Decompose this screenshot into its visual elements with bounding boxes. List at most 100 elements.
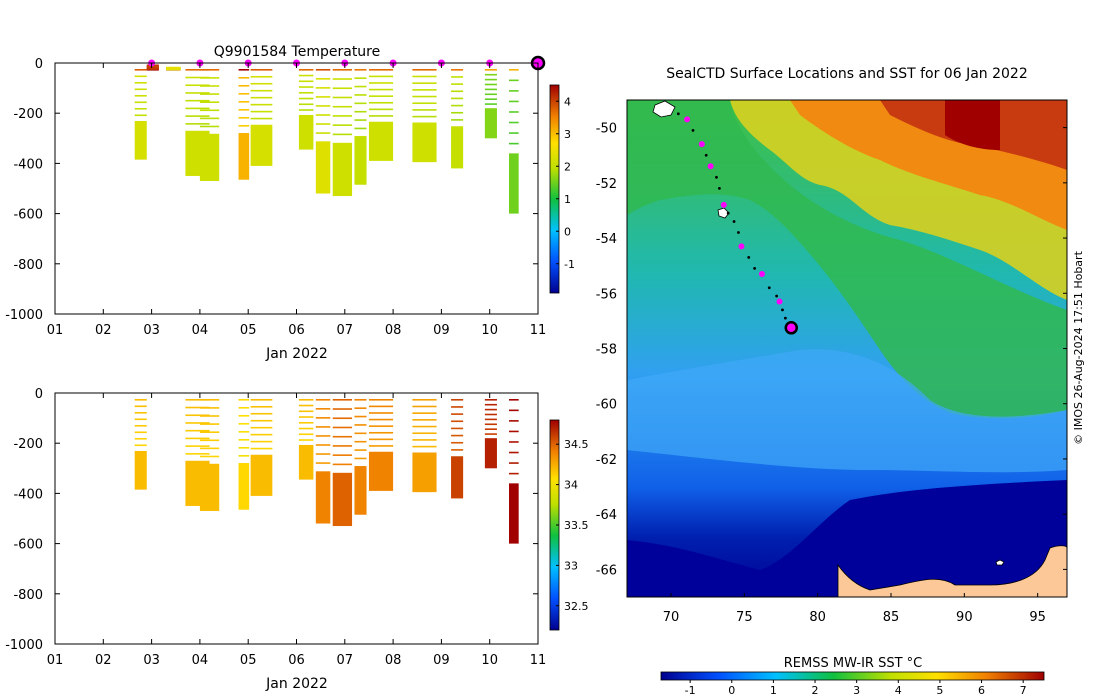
profile-6 — [250, 69, 273, 166]
profile-layer — [332, 463, 353, 466]
colorbar-tick-label: 4 — [564, 95, 571, 108]
profile-layer — [238, 109, 250, 111]
profile-layer — [315, 462, 331, 464]
temperature-colorbar-ticks: 4 3 2 1 0 -1 — [556, 95, 575, 271]
map-colorbar — [660, 671, 1045, 681]
profile-layer — [412, 419, 437, 421]
x-tick-label: 06 — [288, 653, 305, 668]
profile-layer — [199, 407, 220, 409]
track-point — [737, 231, 740, 234]
profile-layer — [238, 399, 250, 401]
profile-layer — [134, 88, 147, 91]
y-tick-label: -800 — [13, 588, 43, 603]
salinity-panel: 0-200-400-600-800-1000 01 02 03 04 05 06 07 08 0… — [5, 387, 588, 692]
profile-layer — [412, 405, 437, 408]
profile-layer — [134, 444, 147, 447]
profile-layer — [199, 93, 220, 95]
sst-field — [627, 100, 1067, 597]
colorbar-tick-label: 1 — [564, 193, 571, 206]
profile-layer — [185, 92, 210, 94]
profile-body — [368, 121, 394, 161]
profile-layer — [199, 85, 220, 87]
profile-layer — [451, 83, 464, 85]
profile-layer — [250, 440, 273, 443]
profile-layer — [298, 416, 314, 418]
profile-layer — [238, 455, 250, 457]
profile-layer — [134, 69, 147, 71]
profile-layer — [451, 119, 464, 121]
track-point — [732, 220, 736, 223]
profile-layer — [298, 410, 314, 413]
profile-body — [298, 114, 314, 150]
y-tick-label: -200 — [13, 107, 43, 122]
lon-tick-label: 75 — [736, 610, 753, 625]
track-point — [767, 286, 771, 290]
profile-layer — [134, 94, 147, 97]
profile-layer — [451, 420, 464, 423]
profile-layer — [484, 433, 497, 435]
profile-layer — [484, 413, 497, 416]
profile-layer — [509, 100, 519, 103]
lat-tick-label: -52 — [596, 177, 617, 192]
profile-layer — [238, 77, 250, 79]
lat-tick-label: -64 — [596, 508, 617, 523]
lon-tick-label: 85 — [883, 610, 900, 625]
profile-layer — [298, 399, 314, 401]
lat-tick-label: -50 — [596, 122, 617, 137]
profile-layer — [315, 105, 331, 107]
profile-13 — [451, 69, 464, 169]
lon-tick-label: 90 — [956, 610, 973, 625]
map-colorbar-label: REMSS MW-IR SST °C — [784, 656, 923, 671]
x-tick-label: 10 — [481, 323, 498, 338]
profile-layer — [509, 111, 519, 113]
profile-layer — [134, 81, 147, 84]
profile-layer — [509, 472, 519, 475]
profile-layer — [238, 447, 250, 449]
x-tick-label: 11 — [530, 323, 547, 338]
track-point — [781, 308, 784, 312]
profile-layer — [332, 445, 353, 447]
profile-layer — [185, 115, 210, 117]
profile-layer — [509, 90, 519, 92]
profile-layer — [250, 399, 273, 401]
map-colorbar-tick-label: 2 — [812, 684, 819, 697]
profile-body — [509, 483, 519, 544]
profile-layer — [315, 132, 331, 134]
profile-layer — [354, 110, 367, 113]
track-point — [726, 211, 730, 215]
profile-layer — [332, 124, 353, 126]
profile-body — [238, 133, 250, 180]
profile-layer — [451, 434, 464, 437]
profile-layer — [484, 73, 497, 76]
profile-layer — [412, 75, 437, 78]
profile-layer — [332, 454, 353, 456]
profile-layer — [185, 123, 210, 125]
y-tick-label: 0 — [35, 387, 43, 402]
colorbar-tick-label: 2 — [564, 160, 571, 173]
profile-layer — [368, 399, 394, 401]
profile-layer — [484, 88, 497, 91]
colorbar-tick-label: 34 — [564, 479, 578, 492]
profile-layer — [238, 85, 250, 87]
temperature-colorbar — [549, 84, 560, 294]
profile-layer — [412, 425, 437, 428]
profile-layer — [315, 78, 331, 80]
x-tick-label: 02 — [95, 653, 112, 668]
current-position-marker — [784, 321, 799, 335]
profile-layer — [250, 75, 273, 78]
profile-12 — [484, 399, 497, 469]
map-latitude-ticks: -50 -52 -54 -56 -58 -60 -62 -64 -66 — [596, 122, 1067, 578]
temperature-profiles — [134, 64, 519, 214]
profile-layer — [298, 439, 314, 441]
profile-layer — [509, 79, 519, 82]
profile-layer — [315, 444, 331, 446]
profile-layer — [451, 69, 464, 71]
profile-layer — [509, 399, 519, 401]
profile-layer — [354, 407, 367, 409]
profile-layer — [250, 433, 273, 436]
profile-body — [199, 463, 220, 511]
profile-body — [166, 66, 181, 70]
map-longitude-ticks: 70 75 80 85 90 95 — [663, 593, 1046, 625]
profile-layer — [451, 441, 464, 444]
profile-layer — [332, 408, 353, 410]
